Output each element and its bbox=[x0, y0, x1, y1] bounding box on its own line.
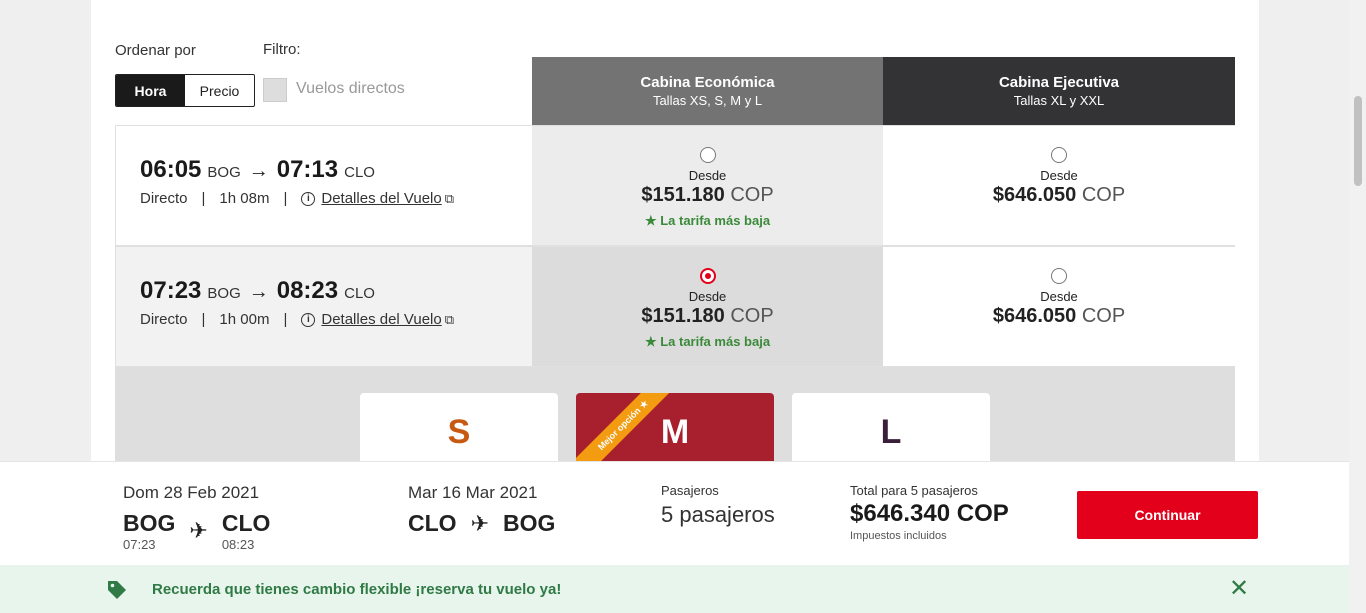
flight-duration: 1h 00m bbox=[219, 311, 270, 328]
departure-time: 06:05 bbox=[140, 156, 202, 183]
return-origin: CLO bbox=[408, 510, 457, 536]
outbound-arr-time: 08:23 bbox=[221, 537, 255, 552]
flight-type: Directo bbox=[140, 190, 188, 207]
flight-row: 07:23 BOG → 08:23 CLO Directo | 1h 00m |… bbox=[115, 246, 1235, 367]
arrival-time: 08:23 bbox=[276, 277, 339, 304]
sort-toggle: Hora Precio bbox=[115, 74, 255, 107]
size-letter: L bbox=[880, 413, 902, 451]
lowest-fare-badge: ★ La tarifa más baja bbox=[644, 213, 771, 228]
lowest-fare-badge: ★ La tarifa más baja bbox=[644, 334, 771, 349]
return-date: Mar 16 Mar 2021 bbox=[408, 483, 538, 502]
economy-fare-radio-selected[interactable] bbox=[699, 268, 716, 284]
executive-cabin-sizes: Tallas XL y XXL bbox=[1013, 93, 1105, 108]
fare-from-label: Desde bbox=[688, 168, 727, 183]
passengers-summary: Pasajeros 5 pasajeros bbox=[661, 483, 775, 528]
return-leg: Mar 16 Mar 2021 CLO ✈ BOG bbox=[408, 483, 555, 537]
airplane-icon: ✈ bbox=[189, 518, 208, 543]
outbound-date: Dom 28 Feb 2021 bbox=[123, 483, 260, 502]
arrival-airport: CLO bbox=[344, 164, 375, 181]
executive-fare-radio[interactable] bbox=[1051, 268, 1067, 284]
divider: | bbox=[201, 190, 206, 207]
executive-cabin-header: Cabina Ejecutiva Tallas XL y XXL bbox=[883, 57, 1235, 125]
close-icon[interactable]: ✕ bbox=[1229, 575, 1250, 602]
direct-flights-label[interactable]: Vuelos directos bbox=[296, 80, 405, 97]
fare-from-label: Desde bbox=[1040, 289, 1078, 304]
total-label: Total para 5 pasajeros bbox=[850, 483, 978, 498]
scrollbar-thumb[interactable] bbox=[1354, 96, 1362, 186]
flight-meta: Directo | 1h 00m | i Detalles del Vuelo … bbox=[140, 311, 454, 328]
flight-details-link[interactable]: Detalles del Vuelo bbox=[321, 190, 442, 207]
external-link-icon: ⧉ bbox=[444, 311, 455, 327]
size-letter: S bbox=[447, 413, 471, 451]
flight-meta: Directo | 1h 08m | i Detalles del Vuelo … bbox=[140, 190, 454, 207]
economy-fare-option[interactable]: Desde $151.180 COP ★ La tarifa más baja bbox=[532, 126, 883, 245]
flight-times: 06:05 BOG → 07:13 CLO bbox=[140, 156, 383, 184]
economy-cabin-sizes: Tallas XS, S, M y L bbox=[652, 93, 763, 108]
sort-label: Ordenar por bbox=[115, 42, 196, 59]
size-card-m[interactable]: Mejor opción ★ M bbox=[576, 393, 774, 473]
executive-fare-option[interactable]: Desde $646.050 COP bbox=[883, 126, 1235, 245]
outbound-route: BOG 07:23 ✈ CLO 08:23 bbox=[123, 510, 270, 552]
fare-price: $151.180 COP bbox=[641, 305, 774, 327]
total-summary: Total para 5 pasajeros $646.340 COP Impu… bbox=[850, 483, 1009, 542]
executive-cabin-title: Cabina Ejecutiva bbox=[998, 74, 1120, 91]
external-link-icon: ⧉ bbox=[444, 190, 455, 206]
flight-details-link[interactable]: Detalles del Vuelo bbox=[321, 311, 442, 328]
return-destination: BOG bbox=[503, 510, 556, 536]
fare-from-label: Desde bbox=[688, 289, 727, 304]
arrow-right-icon: → bbox=[248, 160, 269, 182]
economy-cabin-title: Cabina Económica bbox=[640, 74, 775, 91]
outbound-destination: CLO bbox=[221, 510, 271, 536]
passengers-label: Pasajeros bbox=[661, 483, 719, 498]
flight-duration: 1h 08m bbox=[219, 190, 270, 207]
departure-time: 07:23 bbox=[140, 277, 202, 304]
filter-label: Filtro: bbox=[263, 41, 301, 58]
fare-from-label: Desde bbox=[1040, 168, 1078, 183]
size-letter: M bbox=[660, 413, 690, 451]
continue-button[interactable]: Continuar bbox=[1077, 491, 1258, 539]
passengers-value: 5 pasajeros bbox=[661, 502, 775, 527]
outbound-leg: Dom 28 Feb 2021 BOG 07:23 ✈ CLO 08:23 bbox=[123, 483, 270, 552]
fare-price: $151.180 COP bbox=[641, 184, 774, 206]
divider: | bbox=[283, 190, 288, 207]
executive-fare-radio[interactable] bbox=[1051, 147, 1067, 163]
outbound-dep-time: 07:23 bbox=[123, 537, 156, 552]
direct-flights-checkbox[interactable] bbox=[263, 78, 287, 102]
fare-price: $646.050 COP bbox=[992, 184, 1126, 206]
economy-fare-option[interactable]: Desde $151.180 COP ★ La tarifa más baja bbox=[532, 247, 883, 366]
departure-airport: BOG bbox=[207, 164, 241, 181]
flight-times: 07:23 BOG → 08:23 CLO bbox=[140, 277, 383, 305]
divider: | bbox=[283, 311, 288, 328]
departure-airport: BOG bbox=[207, 285, 241, 302]
arrival-time: 07:13 bbox=[276, 156, 339, 183]
airplane-icon: ✈ bbox=[470, 510, 489, 536]
outbound-origin: BOG bbox=[123, 510, 176, 536]
size-card-l[interactable]: L bbox=[792, 393, 990, 473]
flight-type: Directo bbox=[140, 311, 188, 328]
size-card-s[interactable]: S bbox=[360, 393, 558, 473]
flight-row: 06:05 BOG → 07:13 CLO Directo | 1h 08m |… bbox=[115, 125, 1235, 246]
size-selection-area: S Mejor opción ★ M L bbox=[115, 367, 1235, 473]
total-price: $646.340 COP bbox=[850, 500, 1009, 527]
economy-cabin-header: Cabina Económica Tallas XS, S, M y L bbox=[532, 57, 883, 125]
return-route: CLO ✈ BOG bbox=[408, 510, 555, 537]
banner-message: Recuerda que tienes cambio flexible ¡res… bbox=[152, 581, 562, 598]
divider: | bbox=[201, 311, 206, 328]
executive-fare-option[interactable]: Desde $646.050 COP bbox=[883, 247, 1235, 366]
info-icon: i bbox=[301, 191, 316, 206]
economy-fare-radio[interactable] bbox=[699, 147, 716, 163]
vertical-scrollbar[interactable] bbox=[1349, 0, 1366, 613]
taxes-note: Impuestos incluidos bbox=[850, 530, 947, 542]
flexible-change-banner: Recuerda que tienes cambio flexible ¡res… bbox=[0, 565, 1349, 613]
tag-icon bbox=[106, 579, 128, 606]
fare-price: $646.050 COP bbox=[992, 305, 1126, 327]
sort-by-price-button[interactable]: Precio bbox=[199, 82, 240, 99]
arrival-airport: CLO bbox=[344, 285, 375, 302]
arrow-right-icon: → bbox=[248, 281, 269, 303]
info-icon: i bbox=[301, 312, 316, 327]
sort-by-time-button[interactable]: Hora bbox=[116, 75, 185, 106]
booking-summary-bar: Dom 28 Feb 2021 BOG 07:23 ✈ CLO 08:23 Ma… bbox=[0, 461, 1349, 565]
